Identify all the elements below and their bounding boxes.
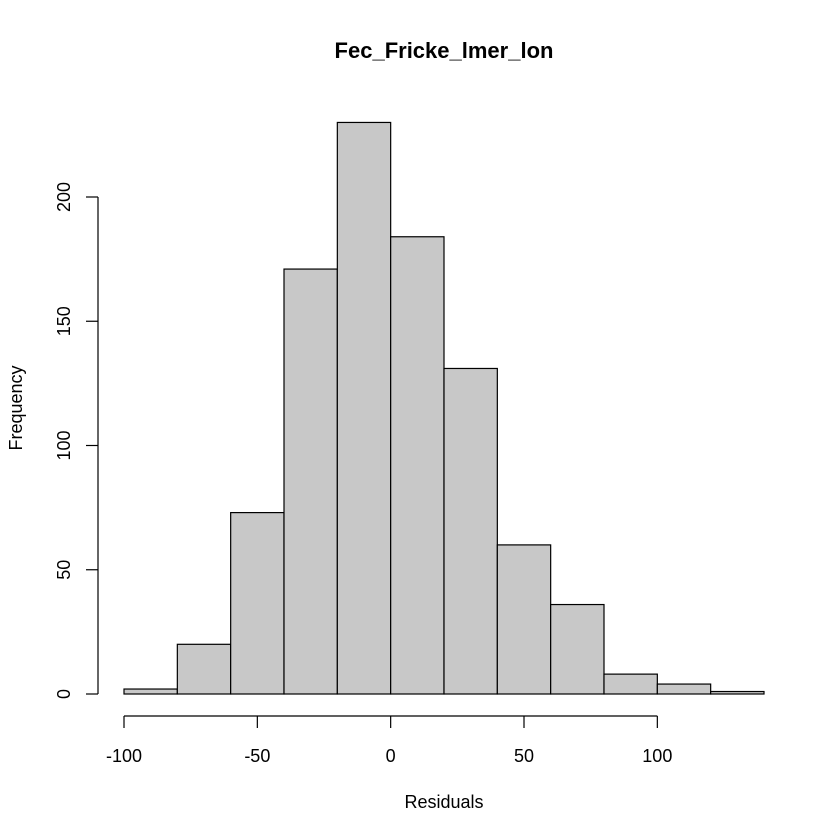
histogram-bar-2 xyxy=(230,511,285,695)
y-axis-label: Frequency xyxy=(6,365,26,450)
x-axis-label: Residuals xyxy=(404,792,483,812)
histogram-bar-11 xyxy=(710,690,765,695)
histogram-bar-10 xyxy=(656,683,712,695)
y-tick-label: 150 xyxy=(54,306,74,336)
chart-title: Fec_Fricke_lmer_lon xyxy=(335,38,554,63)
histogram-bar-3 xyxy=(283,268,338,695)
histogram-bar-0 xyxy=(123,688,178,695)
histogram-bar-4 xyxy=(336,121,392,695)
histogram-bar-9 xyxy=(603,673,658,695)
x-tick-label: -100 xyxy=(106,746,142,766)
x-tick-label: -50 xyxy=(244,746,270,766)
histogram-bar-5 xyxy=(390,236,445,695)
y-tick-label: 100 xyxy=(54,430,74,460)
histogram-bar-1 xyxy=(176,643,232,695)
histogram-bar-6 xyxy=(443,367,498,695)
x-tick-label: 100 xyxy=(642,746,672,766)
y-tick-label: 200 xyxy=(54,182,74,212)
x-tick-label: 0 xyxy=(386,746,396,766)
y-tick-label: 0 xyxy=(54,689,74,699)
x-tick-label: 50 xyxy=(514,746,534,766)
histogram-bar-8 xyxy=(550,603,605,695)
y-tick-label: 50 xyxy=(54,560,74,580)
bars-group xyxy=(123,121,765,695)
x-axis: -100 -50 0 50 100 xyxy=(106,715,672,766)
y-axis: 0 50 100 150 200 xyxy=(54,182,99,699)
histogram-bar-7 xyxy=(496,544,552,695)
